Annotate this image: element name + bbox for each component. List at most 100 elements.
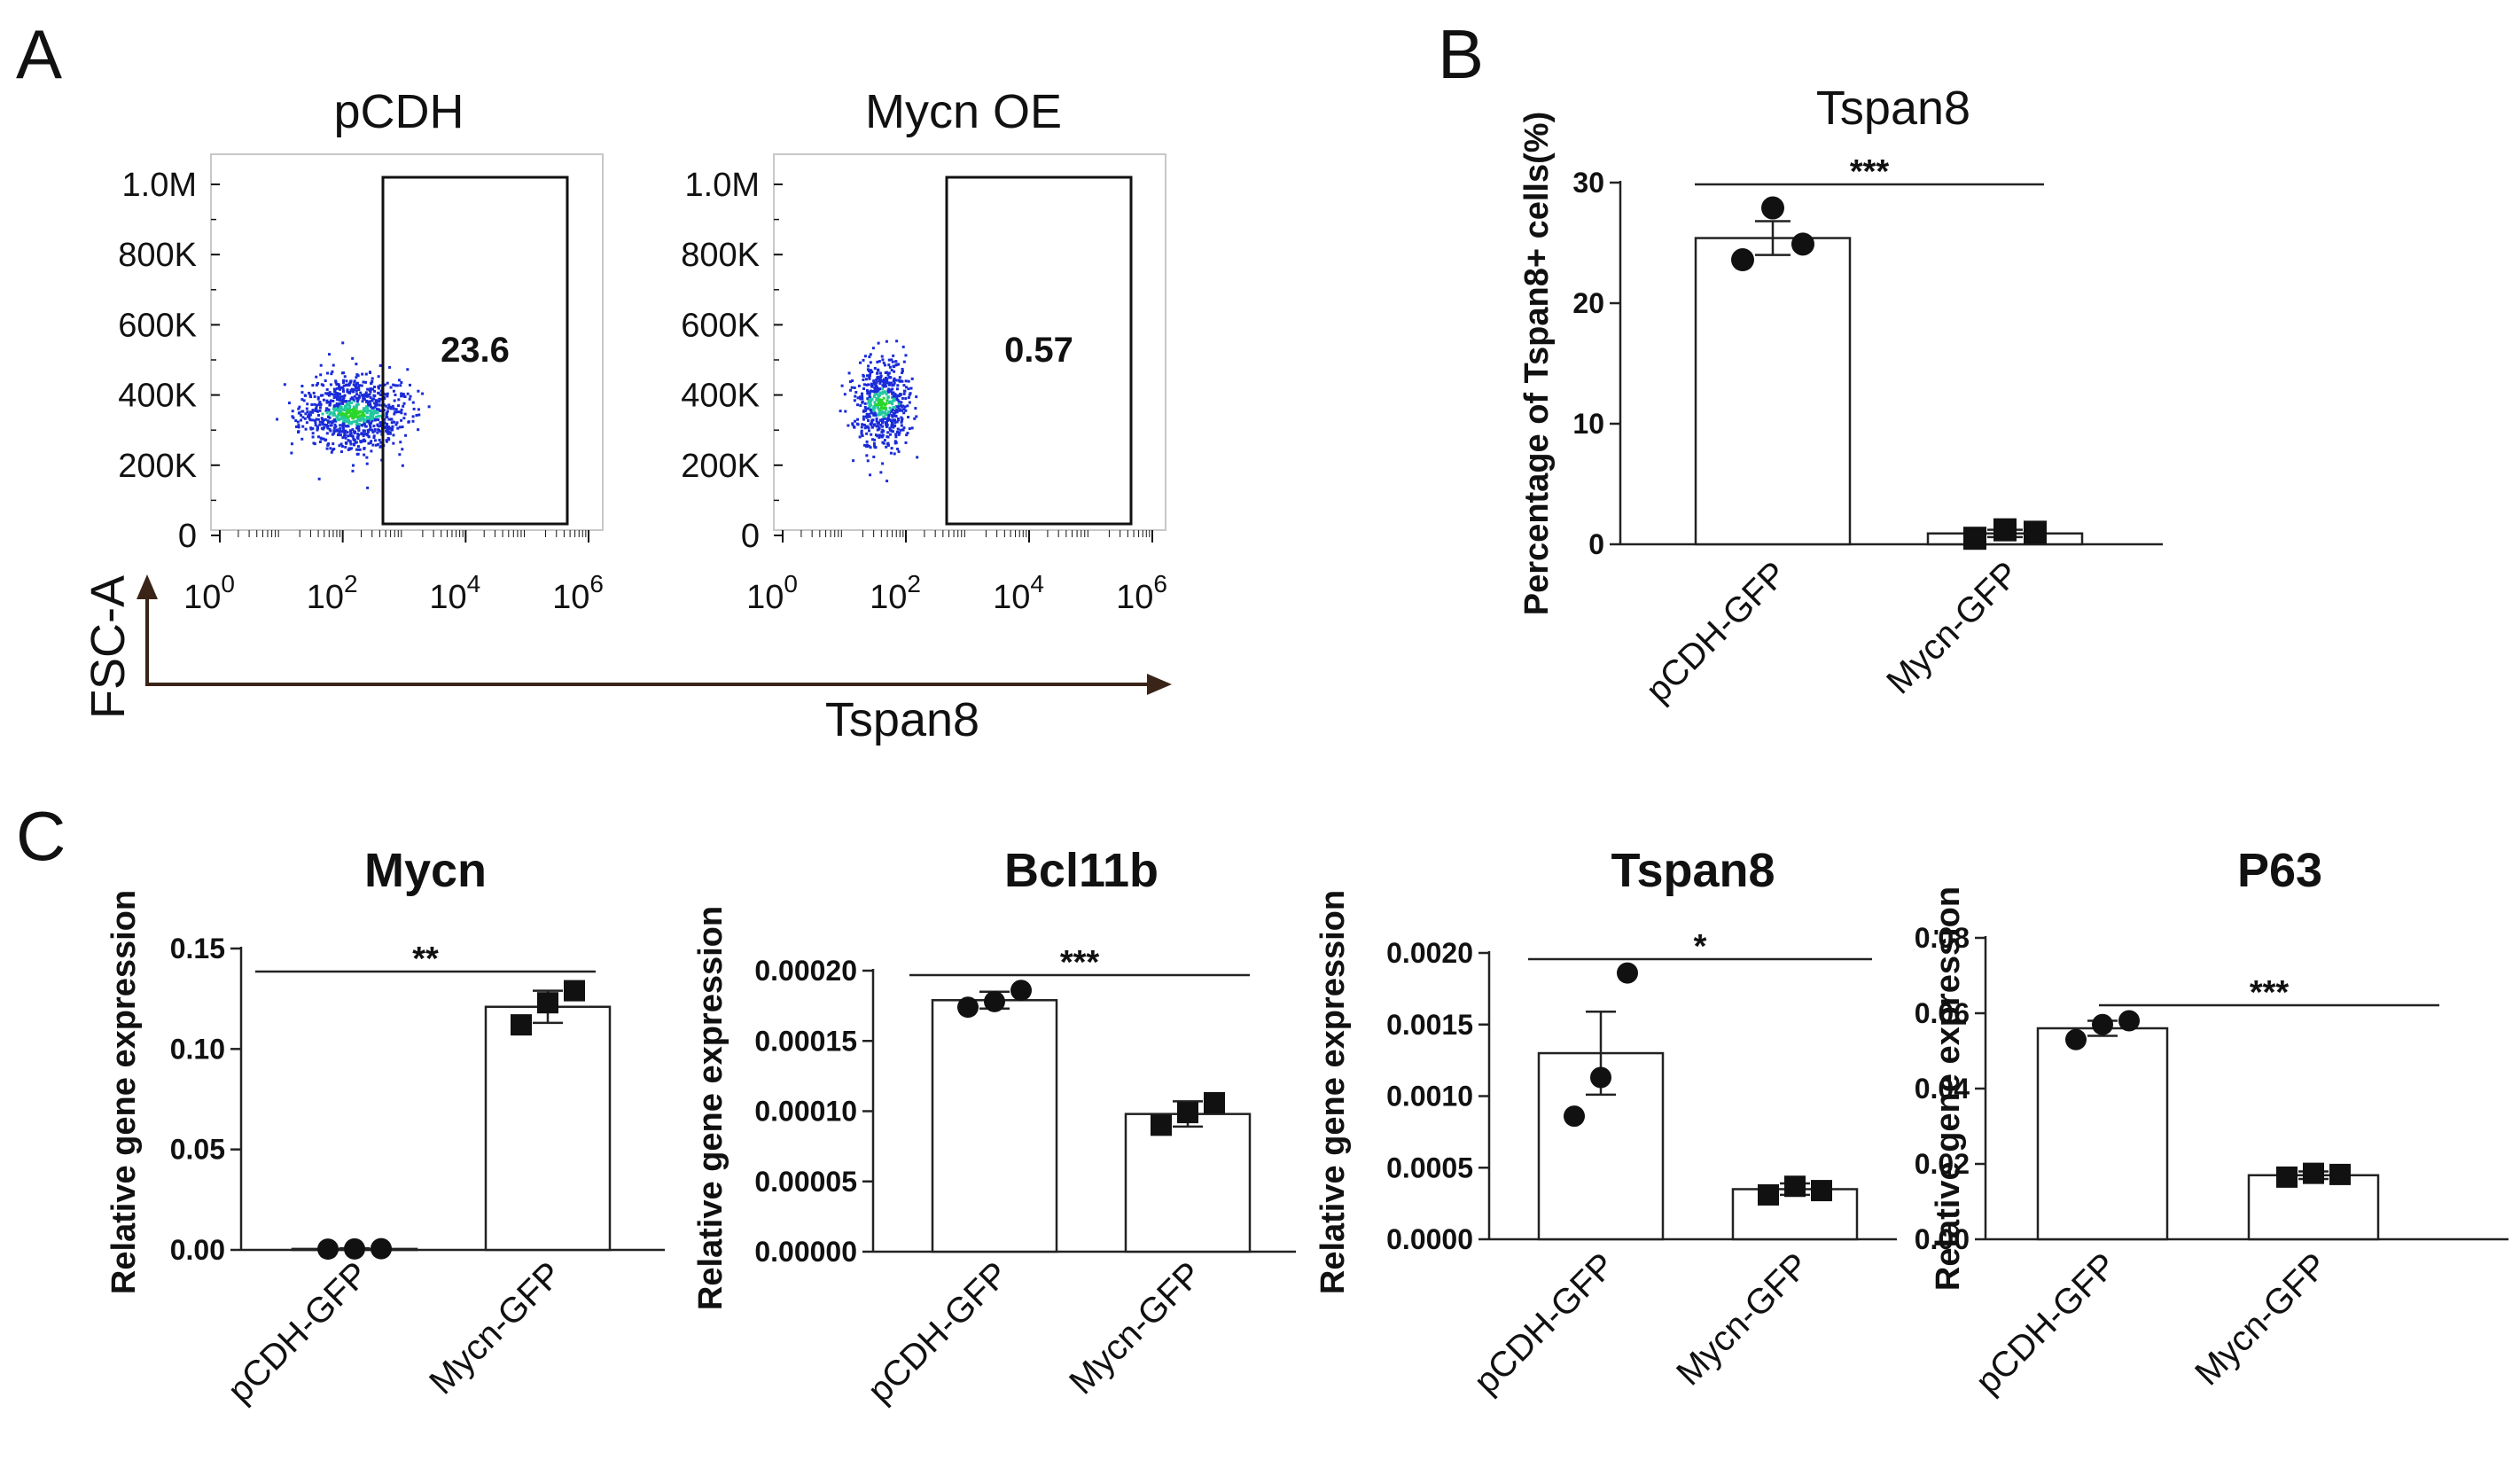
event-dot	[878, 410, 881, 413]
event-dot	[379, 441, 383, 444]
event-dot	[363, 394, 366, 398]
event-dot	[878, 408, 882, 411]
event-dot	[338, 402, 341, 405]
event-dot	[386, 410, 389, 413]
gate-percentage: 0.57	[1004, 331, 1073, 370]
event-dot	[376, 442, 379, 446]
event-dot	[336, 403, 339, 407]
event-dot	[870, 418, 874, 422]
event-dot	[300, 391, 304, 394]
event-dot	[888, 365, 892, 369]
event-dot	[342, 427, 346, 431]
event-dot	[890, 447, 893, 450]
y-tick-label: 0.06	[1915, 997, 1970, 1029]
event-dot	[888, 406, 892, 410]
x-tick-base: 10	[552, 579, 589, 616]
event-dot	[334, 395, 338, 399]
event-dot	[365, 462, 369, 465]
event-dot	[864, 378, 868, 381]
event-dot	[362, 396, 365, 400]
event-dot	[371, 411, 375, 415]
event-dot	[887, 363, 891, 367]
event-dot	[880, 411, 884, 415]
event-dot	[881, 433, 885, 437]
event-dot	[374, 443, 378, 447]
x-category-label: Mycn-GFP	[1062, 1254, 1209, 1401]
event-dot	[308, 410, 312, 414]
event-dot	[315, 418, 318, 421]
significance-stars: ***	[2250, 974, 2290, 1011]
event-dot	[394, 423, 398, 426]
event-dot	[365, 432, 369, 435]
event-dot	[352, 410, 355, 413]
flow-plot-title: pCDH	[333, 85, 464, 138]
event-dot	[369, 396, 372, 400]
event-dot	[878, 435, 881, 439]
event-dot	[363, 410, 367, 413]
event-dot	[367, 430, 371, 433]
event-dot	[309, 426, 313, 430]
event-dot	[869, 369, 872, 372]
data-point	[1590, 1066, 1611, 1089]
event-dot	[336, 418, 339, 421]
event-dot	[347, 400, 351, 403]
event-dot	[357, 428, 361, 432]
event-dot	[355, 410, 358, 413]
event-dot	[901, 428, 905, 432]
event-dot	[355, 448, 358, 451]
event-dot	[893, 381, 896, 385]
event-dot	[376, 431, 379, 434]
event-dot	[408, 383, 411, 386]
event-dot	[339, 398, 343, 402]
event-dot	[342, 390, 346, 394]
event-dot	[348, 440, 352, 443]
event-dot	[867, 364, 870, 368]
event-dot	[873, 367, 877, 371]
event-dot	[304, 394, 308, 397]
event-dot	[386, 422, 389, 426]
event-dot	[368, 388, 371, 392]
y-tick-label: 1.0M	[685, 167, 760, 204]
chart-bcl11b-expression: Bcl11b Relative gene expression 0.00000 0.0…	[692, 844, 1296, 1410]
y-tick-label: 0.0010	[1386, 1081, 1473, 1113]
event-dot	[854, 394, 857, 398]
event-dot	[341, 387, 345, 391]
event-dot	[345, 406, 348, 410]
x-tick-exponent: 2	[907, 570, 921, 597]
event-dot	[341, 386, 345, 389]
event-dot	[858, 435, 862, 439]
event-dot	[325, 387, 329, 391]
event-dot	[860, 426, 863, 429]
event-dot	[889, 388, 893, 392]
event-dot	[886, 377, 889, 380]
event-dot	[356, 397, 360, 401]
event-dot	[874, 393, 878, 396]
event-dot	[384, 426, 387, 429]
event-dot	[370, 387, 373, 391]
event-dot	[324, 379, 327, 383]
event-dot	[361, 372, 364, 376]
event-dot	[891, 409, 894, 412]
event-dot	[869, 371, 872, 375]
event-dot	[388, 365, 392, 369]
event-dot	[915, 415, 918, 418]
data-point	[1784, 1175, 1806, 1198]
event-dot	[869, 473, 872, 477]
event-dot	[880, 398, 884, 402]
event-dot	[906, 404, 909, 408]
event-dot	[873, 390, 877, 394]
event-dot	[324, 409, 328, 412]
event-dot	[340, 445, 344, 449]
event-dot	[892, 399, 895, 402]
event-dot	[332, 432, 336, 435]
event-dot	[362, 419, 365, 423]
event-dot	[386, 424, 389, 427]
y-tick-label: 0.05	[170, 1134, 225, 1166]
event-dot	[862, 443, 866, 447]
event-dot	[898, 431, 901, 434]
event-dot	[884, 421, 887, 425]
event-dot	[908, 401, 911, 404]
event-dot	[308, 418, 312, 422]
